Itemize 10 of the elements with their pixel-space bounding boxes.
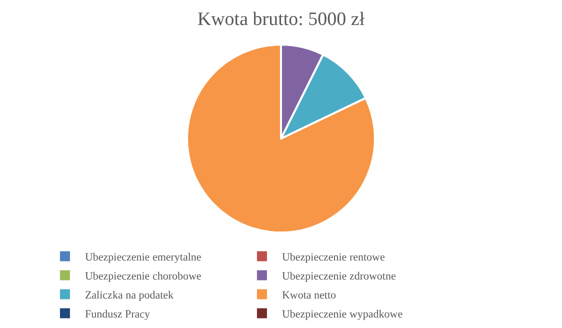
legend-label: Fundusz Pracy	[84, 308, 151, 321]
legend-label: Ubezpieczenie chorobowe	[84, 270, 202, 283]
legend-label: Ubezpieczenie emerytalne	[84, 252, 202, 264]
legend-label: Ubezpieczenie wypadkowe	[282, 308, 403, 321]
pie-slice	[186, 44, 376, 234]
legend-label: Zaliczka na podatek	[84, 290, 174, 302]
legend-label: Ubezpieczenie rentowe	[282, 252, 385, 264]
legend-label: Ubezpieczenie zdrowotne	[282, 270, 396, 283]
legend-label: Kwota netto	[282, 290, 337, 302]
chart-title: Kwota brutto: 5000 zł	[197, 8, 366, 30]
